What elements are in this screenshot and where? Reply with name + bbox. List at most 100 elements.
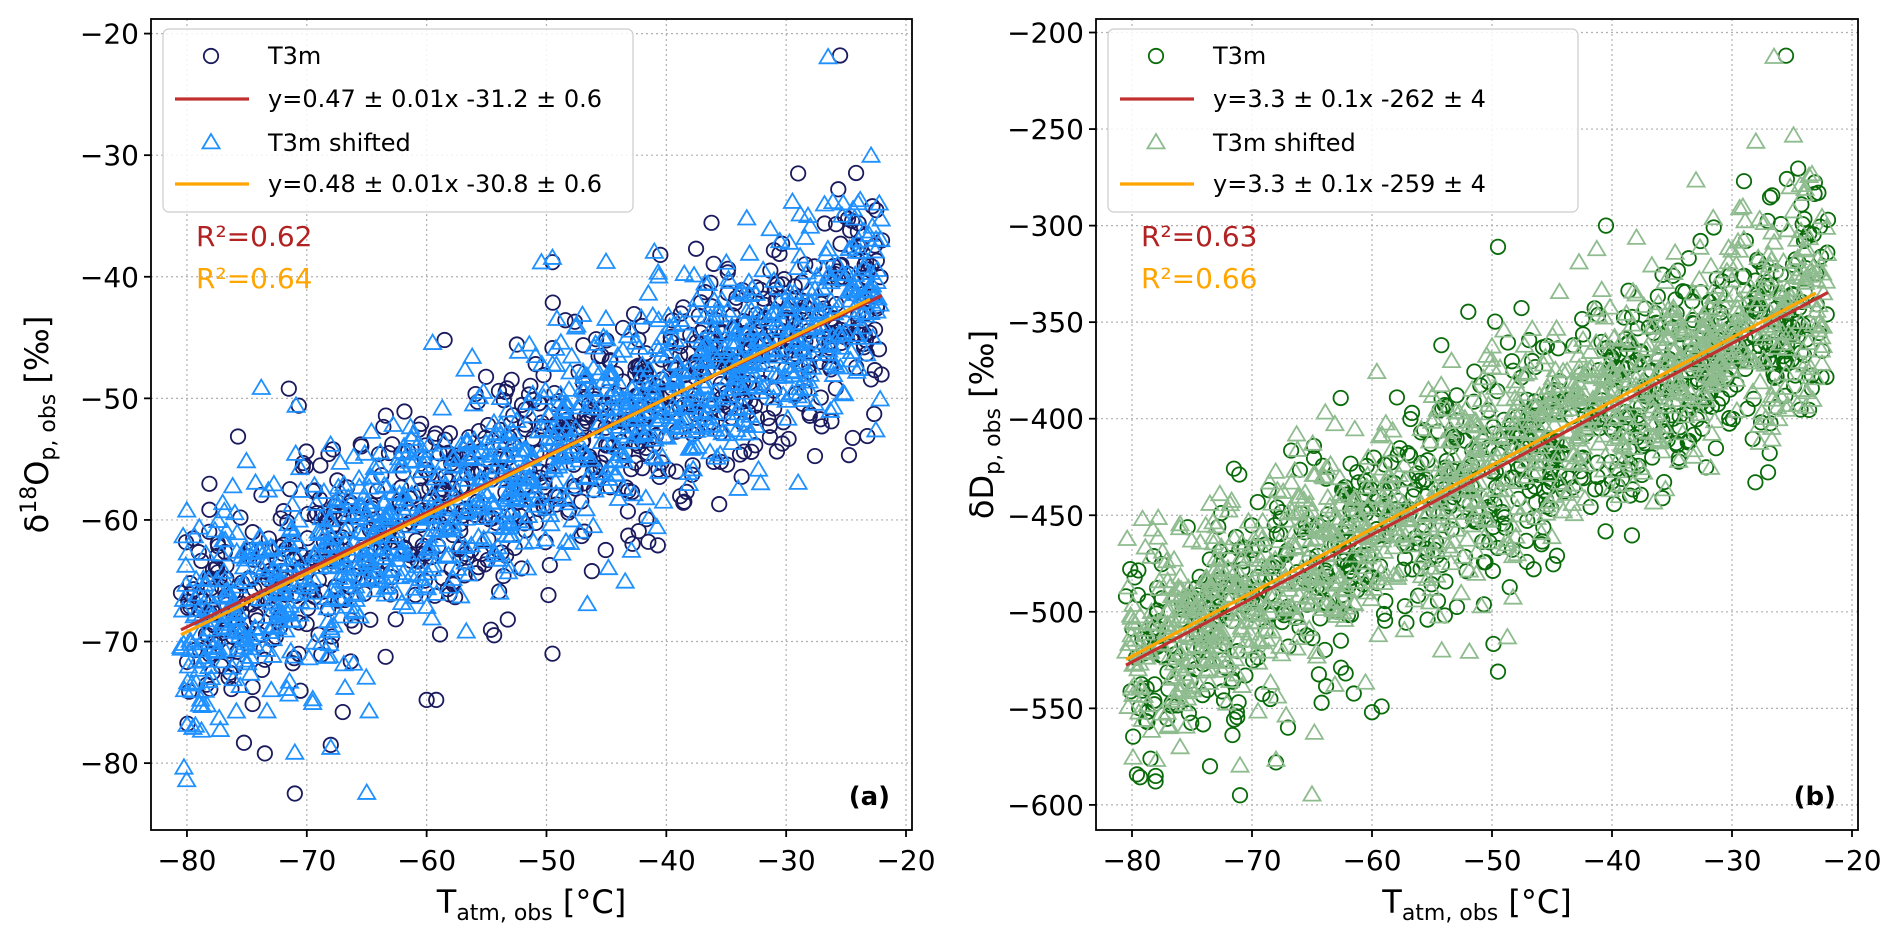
data-point-triangle	[474, 481, 495, 499]
data-point-triangle	[860, 262, 882, 280]
data-point-triangle	[1306, 646, 1328, 664]
data-point-triangle	[212, 493, 233, 511]
data-point-circle	[441, 425, 458, 442]
data-point-triangle	[1697, 325, 1719, 343]
data-point-triangle	[748, 459, 769, 477]
data-point-triangle	[786, 334, 808, 352]
data-point-circle	[623, 483, 641, 501]
data-point-triangle	[1652, 425, 1674, 443]
data-point-triangle	[1481, 336, 1503, 354]
data-point-triangle	[865, 241, 886, 259]
data-point-triangle	[1734, 211, 1756, 229]
data-point-triangle	[429, 520, 450, 538]
data-point-triangle	[1411, 566, 1432, 584]
data-point-triangle	[1226, 603, 1247, 621]
data-point-triangle	[621, 540, 642, 558]
data-point-triangle	[598, 558, 619, 576]
data-point-triangle	[752, 329, 773, 347]
data-point-triangle	[1777, 338, 1798, 356]
data-point-triangle	[1306, 582, 1327, 600]
data-point-triangle	[1168, 589, 1190, 607]
data-point-triangle	[1488, 425, 1509, 443]
data-point-triangle	[1440, 430, 1461, 448]
y-tick-label: −40	[80, 261, 139, 294]
data-point-triangle	[844, 308, 865, 326]
x-tick-label: −40	[637, 844, 696, 877]
data-point-triangle	[1680, 383, 1701, 401]
data-point-triangle	[1704, 411, 1725, 429]
data-point-triangle	[862, 216, 883, 234]
data-point-triangle	[205, 641, 226, 659]
data-point-triangle	[646, 336, 667, 354]
data-point-triangle	[261, 680, 282, 698]
data-point-triangle	[1425, 463, 1446, 481]
x-tick-label: −50	[1462, 844, 1521, 877]
data-point-triangle	[328, 567, 350, 585]
data-point-triangle	[1474, 527, 1495, 545]
data-point-triangle	[1473, 368, 1494, 386]
data-point-triangle	[1556, 483, 1577, 501]
data-point-triangle	[285, 576, 306, 594]
data-point-triangle	[724, 324, 745, 342]
data-point-circle	[1404, 561, 1421, 578]
data-point-triangle	[653, 491, 674, 509]
data-point-triangle	[379, 561, 400, 579]
data-point-triangle	[1494, 537, 1515, 555]
data-point-triangle	[1137, 695, 1158, 713]
data-point-triangle	[1487, 421, 1509, 439]
data-point-triangle	[1749, 209, 1770, 227]
x-tick-label: −50	[517, 844, 576, 877]
data-point-triangle	[823, 397, 844, 415]
data-point-triangle	[632, 355, 653, 373]
data-point-triangle	[1301, 784, 1323, 802]
data-point-triangle	[1132, 508, 1153, 527]
data-point-triangle	[1741, 349, 1762, 367]
data-point-triangle	[1496, 530, 1518, 548]
data-point-triangle	[865, 420, 886, 438]
data-point-triangle	[405, 587, 426, 605]
data-point-triangle	[261, 592, 282, 610]
data-point-circle	[640, 533, 657, 550]
data-point-triangle	[811, 335, 832, 353]
data-point-triangle	[728, 282, 750, 300]
data-point-triangle	[1135, 537, 1156, 555]
data-point-triangle	[357, 567, 379, 585]
data-point-triangle	[1685, 170, 1707, 188]
data-point-triangle	[1514, 335, 1535, 353]
data-point-triangle	[1638, 335, 1659, 353]
data-point-triangle	[583, 358, 604, 376]
data-point-triangle	[1548, 445, 1569, 463]
data-point-triangle	[859, 276, 880, 294]
data-point-triangle	[1542, 325, 1563, 344]
legend-circle-icon	[202, 47, 220, 65]
data-point-triangle	[1616, 303, 1637, 321]
data-point-triangle	[518, 505, 539, 523]
data-point-triangle	[1805, 368, 1827, 386]
data-point-triangle	[1564, 387, 1586, 405]
data-point-triangle	[282, 494, 303, 512]
data-point-circle	[1705, 219, 1722, 236]
data-point-triangle	[456, 621, 477, 639]
plot-area	[170, 47, 892, 802]
data-point-triangle	[1732, 196, 1753, 214]
data-point-triangle	[1283, 522, 1304, 540]
data-point-circle	[1419, 611, 1436, 628]
data-point-triangle	[457, 469, 478, 487]
data-point-triangle	[356, 782, 377, 800]
data-point-triangle	[1231, 620, 1252, 638]
data-point-triangle	[733, 423, 755, 441]
data-point-triangle	[1727, 298, 1748, 316]
data-point-circle	[1283, 442, 1300, 459]
data-point-triangle	[596, 329, 617, 347]
data-point-triangle	[298, 648, 319, 666]
data-point-triangle	[565, 418, 586, 436]
data-point-triangle	[535, 380, 556, 398]
y-axis-title-pre: δ	[963, 499, 1001, 519]
data-point-triangle	[407, 556, 428, 574]
data-point-triangle	[522, 449, 543, 467]
data-point-triangle	[1559, 480, 1581, 498]
data-point-triangle	[356, 504, 377, 522]
data-point-triangle	[1751, 402, 1772, 420]
data-point-triangle	[608, 488, 629, 506]
data-point-triangle	[1156, 702, 1178, 720]
